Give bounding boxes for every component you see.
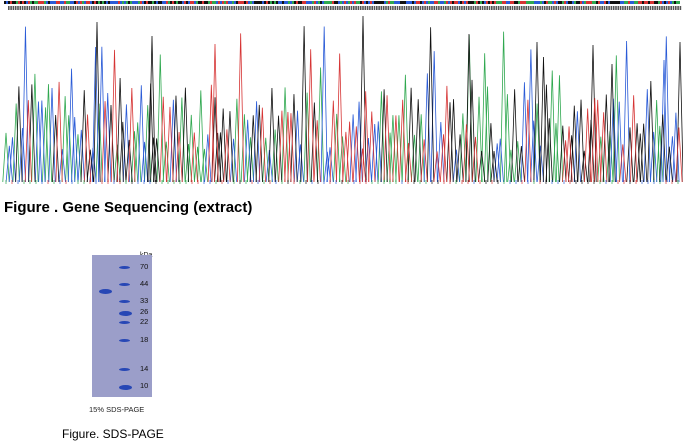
marker-label: 14	[140, 364, 149, 373]
marker-label: 70	[140, 262, 149, 271]
sequencing-caption: Figure . Gene Sequencing (extract)	[4, 199, 253, 216]
ladder-band	[119, 300, 130, 303]
base-call-letters	[8, 6, 682, 10]
gel-image	[92, 255, 152, 397]
baseline-ticks	[5, 180, 679, 184]
ladder-band	[119, 321, 130, 324]
marker-label: 18	[140, 335, 149, 344]
trace-c	[5, 26, 680, 183]
ladder-band	[119, 311, 132, 316]
gel-subcaption: 15% SDS-PAGE	[89, 405, 145, 414]
sample-band	[99, 289, 112, 294]
ladder-band	[119, 385, 132, 390]
ladder-band	[119, 266, 130, 269]
marker-label: 10	[140, 381, 149, 390]
chromatogram-svg	[2, 1, 683, 184]
trace-a	[2, 31, 664, 183]
sequencing-chromatogram	[0, 0, 683, 186]
ladder-band	[119, 339, 130, 342]
ladder-band	[119, 283, 130, 286]
ladder-band	[119, 368, 130, 371]
trace-g	[15, 15, 683, 183]
marker-label: 22	[140, 317, 149, 326]
marker-label: 26	[140, 307, 149, 316]
marker-label: 44	[140, 279, 149, 288]
trace-t	[24, 33, 683, 183]
base-call-strip	[4, 1, 680, 4]
sds-page-caption: Figure. SDS-PAGE	[62, 427, 164, 441]
marker-label: 33	[140, 296, 149, 305]
